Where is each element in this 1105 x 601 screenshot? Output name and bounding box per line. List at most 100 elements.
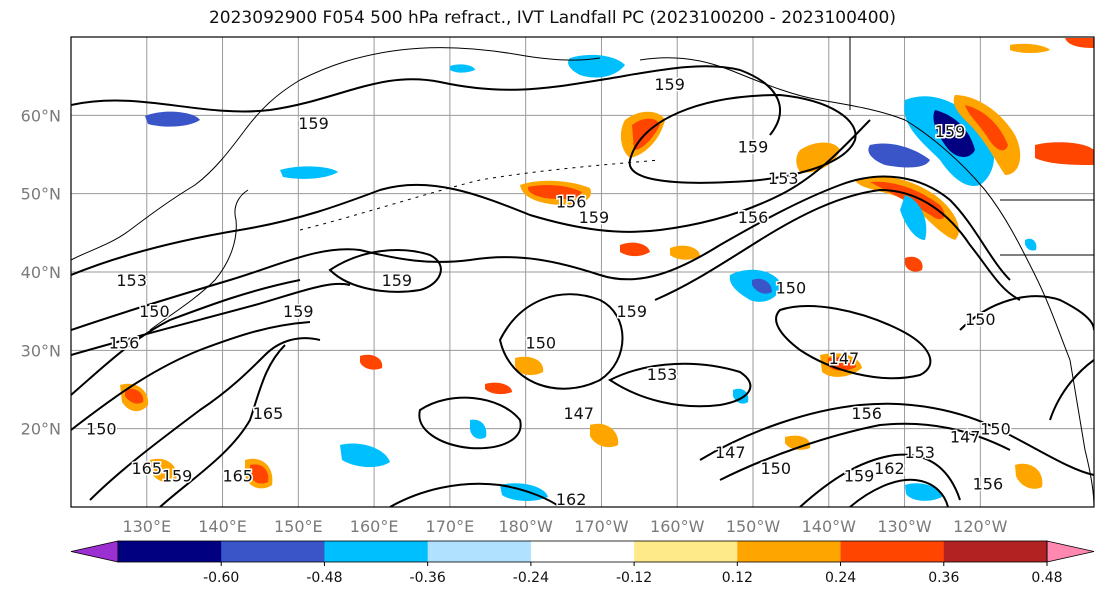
map-frame [70, 36, 1095, 508]
lat-tick-label: 30°N [21, 341, 61, 360]
contour-label: 165 [222, 467, 253, 486]
contour-label: 165 [253, 404, 284, 423]
contour-label: 156 [556, 193, 587, 212]
colorbar-tick-label: -0.48 [306, 570, 342, 586]
shade-blue-se2 [905, 483, 942, 501]
contour-162-south [389, 482, 561, 507]
colorbar-extend-low [70, 540, 119, 563]
colorbar: -0.60 -0.48 -0.36 -0.24 -0.12 0.12 0.24 0.36 0.4… [70, 540, 1095, 586]
contour-159-e [1049, 359, 1094, 421]
contour-label: 150 [86, 420, 117, 439]
colorbar-swatch [943, 541, 1048, 562]
coast-japan [149, 189, 249, 331]
lat-tick-label: 20°N [21, 420, 61, 439]
contour-153-jet [71, 175, 1011, 331]
anomaly-shading [120, 38, 1094, 501]
contour-label: 159 [616, 302, 647, 321]
shade-red-central [527, 184, 582, 200]
contour-label: 159 [298, 114, 329, 133]
shade-orange-ne [1035, 142, 1094, 165]
contour-159-north [71, 65, 781, 136]
contour-label: 150 [776, 279, 807, 298]
contour-153-se [719, 422, 1011, 481]
colorbar-swatch [530, 541, 635, 562]
colorbar-tick-label: -0.36 [410, 570, 446, 586]
coast-na [1069, 359, 1094, 507]
lon-tick-label: 130°W [877, 517, 932, 536]
contour-150-ring [498, 293, 624, 390]
shade-blue-gulf-2 [868, 143, 930, 168]
contour-165 [89, 337, 321, 501]
contour-lines [71, 65, 1094, 507]
contour-label: 162 [556, 490, 587, 509]
axes: 60°N 50°N 40°N 30°N 20°N 130°E 140°E 150°E 160°E… [21, 106, 1008, 536]
shade-orange-alaska [796, 142, 840, 173]
shade-orange-mid [620, 242, 650, 257]
colorbar-swatch [737, 541, 842, 562]
contour-label: 159 [738, 138, 769, 157]
colorbar-tick-label: -0.24 [513, 570, 549, 586]
contour-153-south [608, 362, 752, 408]
contour-150-jet [71, 188, 1021, 356]
contour-159-west-jet [71, 279, 301, 396]
contour-162 [71, 321, 311, 431]
contour-156-se [699, 402, 1094, 476]
contour-159-se [799, 453, 961, 507]
contour-label: 147 [950, 428, 981, 447]
shade-orange-se [855, 176, 959, 240]
shade-blue-nw [145, 111, 200, 127]
contour-label: 150 [965, 310, 996, 329]
lon-tick-label: 150°E [274, 517, 323, 536]
contour-label: 156 [738, 208, 769, 227]
coast-asia [71, 47, 601, 261]
contour-label: 156 [973, 475, 1004, 494]
shade-orange-s5 [515, 356, 544, 376]
coastlines [71, 37, 1094, 507]
shade-navy-gulf [933, 110, 975, 157]
contour-label: 150 [980, 420, 1011, 439]
contour-label: 159 [844, 467, 875, 486]
coast-alaska [639, 57, 1071, 361]
colorbar-extend-high [1046, 540, 1095, 563]
contour-label: 153 [904, 443, 935, 462]
lon-tick-label: 140°W [802, 517, 857, 536]
colorbar-swatch [221, 541, 325, 562]
colorbar-tick-label: -0.12 [616, 570, 652, 586]
shade-blue-south [340, 443, 390, 468]
colorbar-swatch [118, 541, 222, 562]
contour-159-mid [328, 249, 442, 293]
contour-165b [159, 344, 286, 507]
contour-label: 153 [116, 271, 147, 290]
lat-tick-label: 50°N [21, 185, 61, 204]
lat-tick-label: 40°N [21, 263, 61, 282]
colorbar-swatch [634, 541, 738, 562]
shade-red-s4 [485, 382, 512, 395]
contour-label: 159 [162, 467, 193, 486]
contour-label: 150 [760, 459, 791, 478]
contour-label: 147 [715, 443, 746, 462]
lon-tick-label: 160°E [350, 517, 399, 536]
contour-label: 153 [768, 169, 799, 188]
shade-blue-ne3 [1025, 238, 1037, 251]
shade-blue-s6 [470, 419, 487, 439]
shade-blue-coast [900, 195, 927, 240]
shade-blue-nw2 [280, 166, 338, 179]
colorbar-swatch [840, 541, 945, 562]
contour-label: 147 [563, 404, 594, 423]
contour-label: 159 [283, 302, 314, 321]
lat-tick-label: 60°N [21, 106, 61, 125]
shade-orange-mid2 [670, 245, 700, 260]
colorbar-tick-label: 0.36 [928, 570, 959, 586]
contour-147-ring [775, 305, 932, 380]
contour-162-se [849, 478, 949, 507]
contour-label: 156 [109, 334, 140, 353]
shade-blue-mid2 [752, 278, 772, 294]
colorbar-tick-label: 0.48 [1031, 570, 1062, 586]
lon-tick-label: 170°W [574, 517, 629, 536]
lon-tick-label: 130°E [122, 517, 171, 536]
contour-156-main [71, 119, 871, 276]
shade-red-gulf [965, 105, 1008, 151]
shade-orange-se4 [905, 256, 923, 272]
shade-orange-s3 [590, 423, 619, 448]
